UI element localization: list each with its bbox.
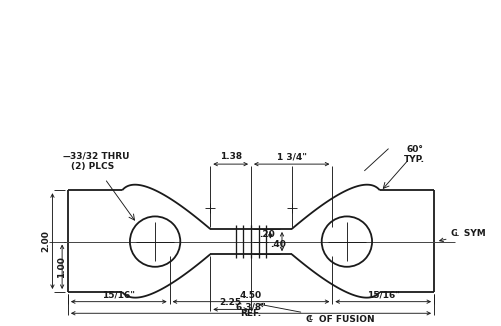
Text: 1.38: 1.38 (219, 152, 241, 161)
Text: 2.00: 2.00 (42, 230, 51, 252)
Text: 6 3/8": 6 3/8" (235, 302, 266, 311)
Text: 15/16": 15/16" (102, 291, 135, 300)
Text: C  SYM: C SYM (439, 230, 485, 242)
Text: 1 3/4": 1 3/4" (276, 152, 306, 161)
Text: .20: .20 (258, 230, 274, 239)
Text: C  OF FUSION: C OF FUSION (259, 303, 374, 324)
Text: L: L (308, 316, 312, 321)
Text: ̶33/32 THRU
(2) PLCS: ̶33/32 THRU (2) PLCS (71, 152, 130, 171)
Text: .40: .40 (270, 240, 286, 249)
Text: 4.50: 4.50 (239, 291, 262, 300)
Text: 15/16": 15/16" (366, 291, 399, 300)
Text: 1.00: 1.00 (57, 256, 66, 278)
Text: REF.: REF. (240, 309, 261, 318)
Text: L: L (453, 232, 457, 237)
Text: 60°
TYP.: 60° TYP. (403, 145, 424, 164)
Text: 2.25: 2.25 (219, 299, 241, 307)
